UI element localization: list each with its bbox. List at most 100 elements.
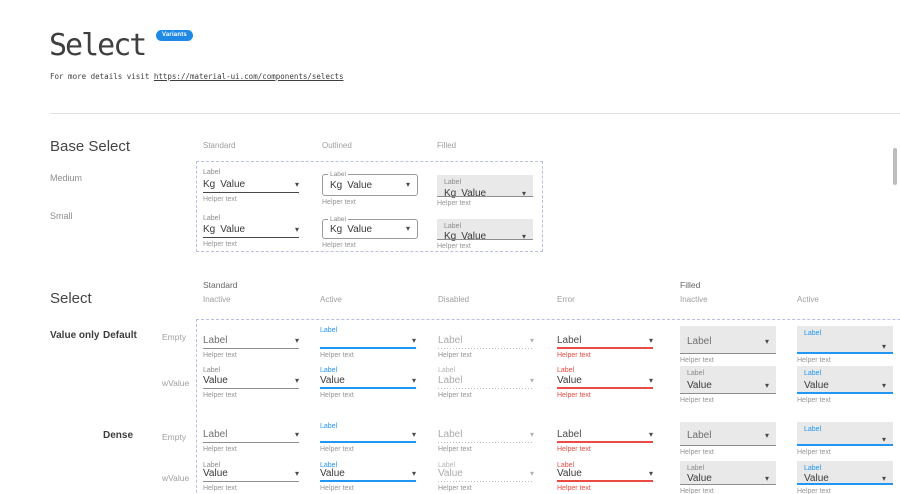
select-label: Label <box>203 367 221 374</box>
select-input[interactable]: Label Value ▾ <box>680 366 776 394</box>
select-standard-error-wvalue-default: Label Value ▾ Helper text <box>557 366 653 399</box>
row-label-small: Small <box>50 211 73 221</box>
select-standard-inactive-wvalue-dense: Label Value ▾ Helper text <box>203 461 299 492</box>
select-standard-active-wvalue-dense: Label Value ▾ Helper text <box>320 461 416 492</box>
dropdown-arrow-icon: ▾ <box>294 430 299 439</box>
select-input[interactable]: Label ▾ <box>203 335 299 349</box>
select-input[interactable]: Label Value ▾ <box>680 461 776 485</box>
select-input[interactable]: Value ▾ <box>203 375 299 389</box>
select-input[interactable]: Kg Value ▾ <box>203 178 299 193</box>
select-input[interactable]: Label ▾ <box>438 429 534 443</box>
scrollbar-thumb[interactable] <box>893 148 897 185</box>
size-label-dense: Dense <box>103 430 134 441</box>
select-input[interactable]: Label Value ▾ <box>797 461 893 485</box>
header-divider <box>50 113 900 114</box>
select-value: Value <box>320 375 345 386</box>
dropdown-arrow-icon: ▾ <box>881 474 886 483</box>
dropdown-arrow-icon: ▾ <box>648 376 653 385</box>
select-input[interactable]: ▾ <box>320 336 416 349</box>
dropdown-arrow-icon: ▾ <box>294 469 299 478</box>
select-standard-disabled-wvalue-dense: Label Value ▾ Helper text <box>438 461 534 492</box>
select-filled-active-wvalue-default: Label Value ▾ Helper text <box>797 366 893 404</box>
select-value: Label <box>203 335 228 346</box>
select-input[interactable]: Label ▾ <box>438 335 534 349</box>
helper-text: Helper text <box>203 485 237 492</box>
select-input[interactable]: Label Kg Value ▾ <box>437 175 533 199</box>
select-heading: Select <box>50 290 92 307</box>
select-value: Value <box>438 468 463 479</box>
select-input[interactable]: Label Kg Value ▾ <box>322 216 418 239</box>
helper-text: Helper text <box>203 446 237 453</box>
select-value: Value <box>804 473 829 484</box>
select-input[interactable]: Value ▾ <box>320 468 416 482</box>
select-label: Label <box>687 465 705 472</box>
select-input[interactable]: Label Kg Value ▾ <box>437 219 533 242</box>
row-group-label: Value only <box>50 330 100 341</box>
column-header-filled: Filled <box>437 141 457 150</box>
dropdown-arrow-icon: ▾ <box>881 341 886 351</box>
select-standard-inactive-empty-dense: Label ▾ Helper text <box>203 422 299 453</box>
helper-text: Helper text <box>680 397 714 404</box>
material-ui-link[interactable]: https://material-ui.com/components/selec… <box>153 72 344 81</box>
base-select-outlined-medium: Label Kg Value ▾ Helper text <box>322 168 418 206</box>
select-input[interactable]: Value ▾ <box>320 375 416 389</box>
dropdown-arrow-icon: ▾ <box>294 180 299 189</box>
select-input[interactable]: Label Value ▾ <box>797 366 893 394</box>
select-input[interactable]: Value ▾ <box>557 468 653 482</box>
select-value: Label <box>557 335 582 346</box>
select-filled-inactive-empty-default: Label ▾ Helper text <box>680 326 776 364</box>
select-input[interactable]: Label ▾ <box>680 422 776 446</box>
select-input[interactable]: ▾ <box>320 430 416 443</box>
subtitle: For more details visit https://material-… <box>50 72 344 81</box>
dropdown-arrow-icon: ▾ <box>405 180 410 189</box>
select-input[interactable]: Label ▾ <box>438 375 534 389</box>
base-select-standard-medium: Label Kg Value ▾ Helper text <box>203 168 299 203</box>
row-label-empty: Empty <box>162 332 187 342</box>
dropdown-arrow-icon: ▾ <box>648 430 653 439</box>
select-label: Label <box>328 216 348 224</box>
select-value: Value <box>347 179 373 191</box>
dropdown-arrow-icon: ▾ <box>881 381 886 390</box>
select-label: Label <box>557 367 575 374</box>
select-input[interactable]: Label ▾ <box>797 326 893 354</box>
select-label: Label <box>203 215 221 222</box>
select-value: Value <box>320 468 345 479</box>
select-value: Value <box>461 188 487 199</box>
select-input[interactable]: Kg Value ▾ <box>203 223 299 238</box>
dropdown-arrow-icon: ▾ <box>411 336 416 345</box>
base-select-standard-small: Label Kg Value ▾ Helper text <box>203 214 299 248</box>
select-value: Value <box>203 375 228 386</box>
input-adornment: Kg <box>203 224 216 235</box>
select-input[interactable]: Label ▾ <box>797 422 893 446</box>
select-standard-active-empty-dense: Label ▾ Helper text <box>320 422 416 453</box>
select-input[interactable]: Label ▾ <box>680 326 776 354</box>
select-label: Label <box>804 465 822 472</box>
select-standard-inactive-wvalue-default: Label Value ▾ Helper text <box>203 366 299 399</box>
select-input[interactable]: Label ▾ <box>557 429 653 443</box>
select-value: Label <box>687 430 712 441</box>
row-label-wvalue: wValue <box>162 473 190 483</box>
dropdown-arrow-icon: ▾ <box>764 474 769 483</box>
select-input[interactable]: Value ▾ <box>438 468 534 482</box>
select-value: Label <box>203 429 228 440</box>
select-input[interactable]: Label ▾ <box>203 429 299 443</box>
select-label: Label <box>320 462 338 469</box>
helper-text: Helper text <box>320 485 354 492</box>
select-input[interactable]: Value ▾ <box>203 468 299 482</box>
select-input[interactable]: Value ▾ <box>557 375 653 389</box>
select-input[interactable]: Label ▾ <box>557 335 653 349</box>
dropdown-arrow-icon: ▾ <box>881 435 886 444</box>
select-input[interactable]: Label Kg Value ▾ <box>322 171 418 196</box>
helper-text: Helper text <box>322 199 356 206</box>
select-value: Value <box>804 380 829 391</box>
state-header-inactive: Inactive <box>203 295 231 304</box>
state-header-active: Active <box>320 295 342 304</box>
base-select-heading: Base Select <box>50 138 131 155</box>
dropdown-arrow-icon: ▾ <box>294 336 299 345</box>
select-standard-error-empty-default: Label ▾ Helper text <box>557 326 653 359</box>
helper-text: Helper text <box>320 352 354 359</box>
helper-text: Helper text <box>680 488 714 494</box>
group-header-filled: Filled <box>680 280 701 290</box>
dropdown-arrow-icon: ▾ <box>521 232 526 241</box>
